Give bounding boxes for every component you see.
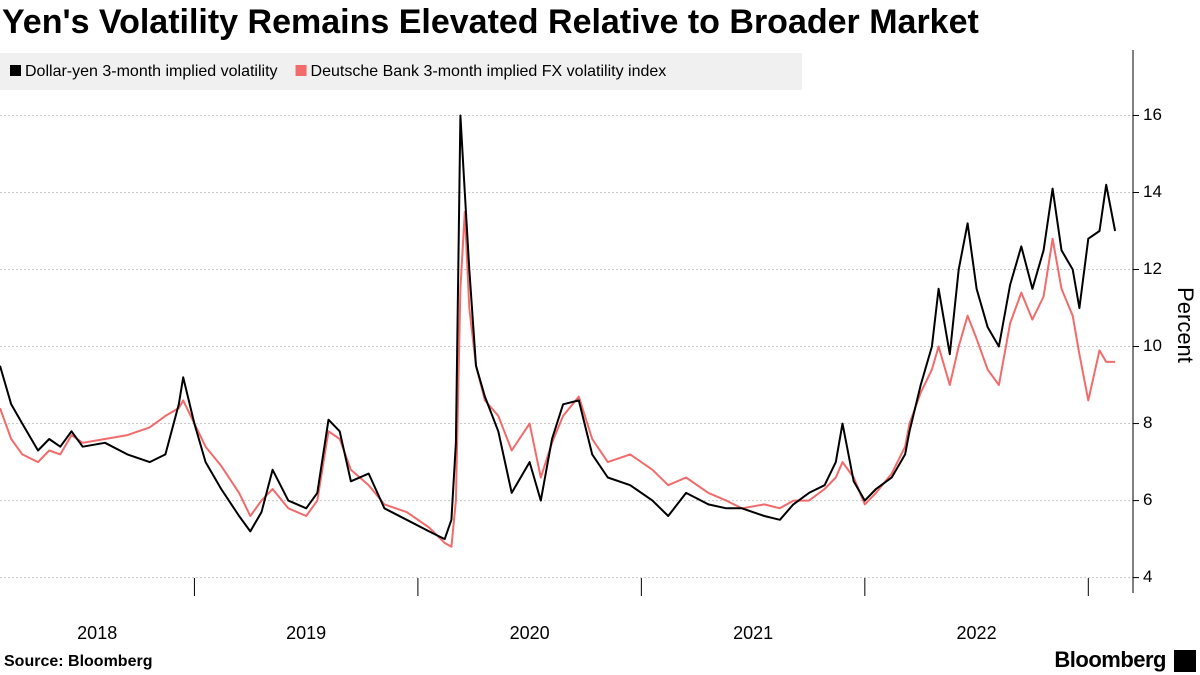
x-tick-label: 2019 <box>286 623 326 643</box>
y-tick-label: 16 <box>1143 105 1162 124</box>
x-tick-label: 2021 <box>733 623 773 643</box>
series-line <box>0 114 1117 541</box>
legend-label: Deutsche Bank 3-month implied FX volatil… <box>311 63 667 80</box>
brand-icon <box>1174 650 1196 672</box>
legend-swatch <box>10 65 21 76</box>
source: Source: Bloomberg <box>4 653 152 670</box>
y-tick-label: 12 <box>1143 259 1162 278</box>
y-tick-label: 4 <box>1143 567 1152 586</box>
y-tick-label: 8 <box>1143 413 1152 432</box>
x-tick-label: 2020 <box>510 623 550 643</box>
y-tick-label: 14 <box>1143 182 1162 201</box>
series-line <box>0 210 1116 548</box>
chart-title: Yen's Volatility Remains Elevated Relati… <box>2 3 979 41</box>
legend-background <box>0 53 802 90</box>
y-tick-label: 6 <box>1143 490 1152 509</box>
legend-label: Dollar-yen 3-month implied volatility <box>25 63 278 80</box>
x-tick-label: 2022 <box>957 623 997 643</box>
x-tick-label: 2018 <box>77 623 117 643</box>
y-axis-label: Percent <box>1173 287 1198 363</box>
legend-swatch <box>295 65 307 76</box>
y-tick-label: 10 <box>1143 336 1162 355</box>
brand: Bloomberg <box>1054 647 1166 672</box>
